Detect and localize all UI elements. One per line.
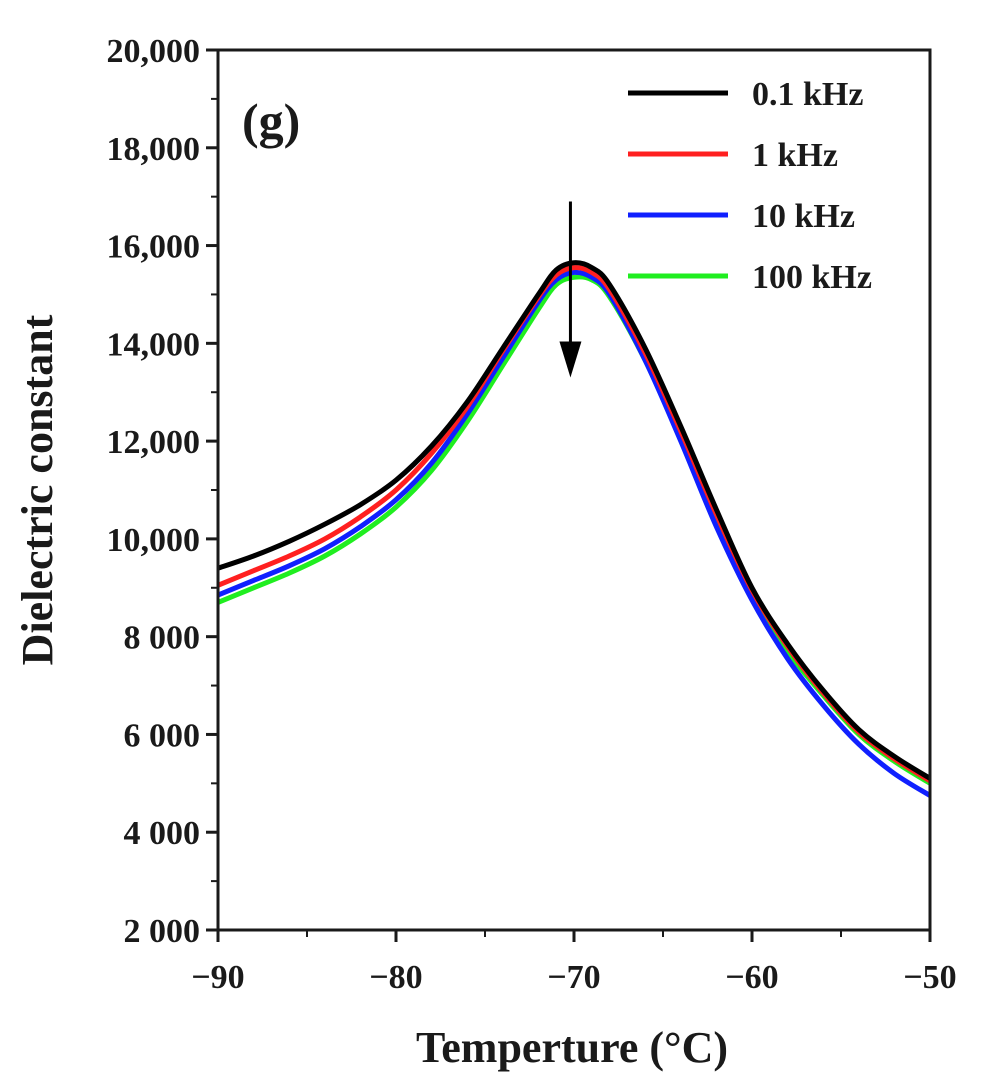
x-axis-title: Temperture (°C)	[416, 1023, 728, 1072]
x-tick-label: −60	[725, 959, 778, 996]
y-axis-title: Dielectric constant	[13, 314, 62, 665]
y-tick-label: 18,000	[107, 131, 201, 168]
legend-label: 10 kHz	[752, 198, 855, 235]
panel-label: (g)	[242, 93, 300, 149]
y-tick-label: 12,000	[107, 424, 201, 461]
legend-label: 100 kHz	[752, 259, 872, 296]
series-line-10-khz	[217, 269, 932, 798]
y-tick-label: 16,000	[107, 229, 201, 266]
arrow-head	[559, 341, 582, 378]
y-tick-label: 14,000	[107, 326, 201, 363]
y-tick-label: 4 000	[124, 815, 201, 852]
series-line-0-1-khz	[217, 260, 932, 781]
legend: 0.1 kHz 1 kHz 10 kHz 100 kHz	[628, 76, 872, 296]
legend-label: 1 kHz	[752, 137, 838, 174]
x-tick-label: −80	[369, 959, 422, 996]
plot-frame	[216, 48, 932, 932]
y-tick-label: 20,000	[107, 33, 201, 70]
y-tick-labels: 2 000 4 000 6 000 8 000 10,000 12,000 14,000 16…	[107, 33, 201, 950]
y-tick-label: 6 000	[124, 717, 201, 754]
x-tick-labels: −90 −80 −70 −60 −50	[191, 959, 956, 996]
y-tick-label: 2 000	[124, 913, 201, 950]
x-tick-label: −50	[903, 959, 956, 996]
series-lines	[217, 260, 932, 798]
y-tick-label: 10,000	[107, 522, 201, 559]
series-line-100-khz	[217, 274, 932, 786]
axis-ticks	[206, 48, 932, 942]
frequency-arrow	[559, 201, 582, 378]
x-tick-label: −70	[547, 959, 600, 996]
y-tick-label: 8 000	[124, 620, 201, 657]
x-tick-label: −90	[191, 959, 244, 996]
legend-label: 0.1 kHz	[752, 76, 863, 113]
